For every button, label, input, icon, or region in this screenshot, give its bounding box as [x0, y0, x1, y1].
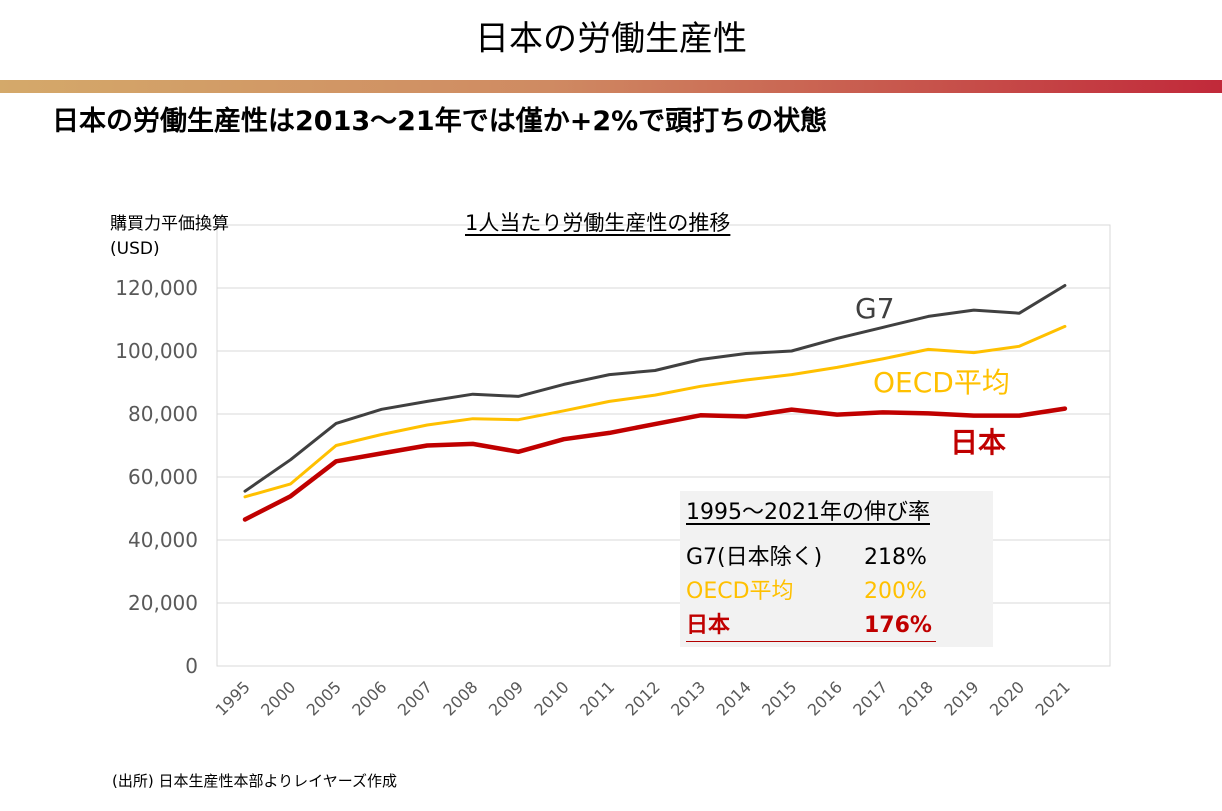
- growth-row-japan-name: 日本: [686, 613, 731, 638]
- x-tick-label: 2005: [303, 677, 345, 719]
- x-tick-label: 2020: [986, 677, 1028, 719]
- chart-title: 1人当たり労働生産性の推移: [465, 211, 731, 235]
- y-tick-label: 0: [185, 654, 198, 678]
- x-tick-label: 2012: [622, 677, 664, 719]
- growth-row-japan: 日本 176%: [686, 611, 936, 642]
- series-line-oecd: [243, 324, 1067, 499]
- series-label-g7: G7: [855, 292, 895, 325]
- y-tick-label: 120,000: [115, 276, 198, 300]
- growth-rate-box: 1995〜2021年の伸び率 G7(日本除く) 218% OECD平均 200%…: [680, 491, 993, 647]
- growth-row-japan-value: 176%: [864, 613, 932, 638]
- x-tick-label: 2019: [940, 677, 982, 719]
- x-tick-label: 2016: [804, 677, 846, 719]
- x-tick-label: 2015: [758, 677, 800, 719]
- y-tick-label: 100,000: [115, 339, 198, 363]
- y-axis-unit-line1: 購買力平価換算: [110, 214, 229, 234]
- x-tick-label: 2006: [348, 677, 390, 719]
- y-tick-label: 40,000: [128, 528, 198, 552]
- y-axis-unit: 購買力平価換算 (USD): [110, 212, 229, 262]
- x-tick-label: 2021: [1032, 677, 1074, 719]
- x-tick-label: 2018: [895, 677, 937, 719]
- x-tick-label: 2009: [485, 677, 527, 719]
- y-tick-labels: 0 20,000 40,000 60,000 80,000 100,000 120,000: [115, 276, 198, 678]
- series-label-japan: 日本: [950, 426, 1006, 459]
- series-label-oecd: OECD平均: [873, 366, 1010, 399]
- growth-row-oecd-name: OECD平均: [686, 579, 794, 604]
- source-note: (出所) 日本生産性本部よりレイヤーズ作成: [112, 772, 397, 790]
- series-lines: [242, 284, 1068, 522]
- growth-row-g7-value: 218%: [864, 545, 927, 570]
- x-tick-label: 2000: [257, 677, 299, 719]
- x-tick-label: 2013: [667, 677, 709, 719]
- x-tick-label: 2017: [849, 677, 891, 719]
- y-tick-label: 80,000: [128, 402, 198, 426]
- x-tick-label: 2014: [713, 677, 755, 719]
- y-axis-unit-line2: (USD): [110, 239, 160, 259]
- accent-bar: [0, 80, 1222, 93]
- headline: 日本の労働生産性は2013〜21年では僅か+2%で頭打ちの状態: [52, 106, 828, 137]
- growth-row-g7-name: G7(日本除く): [686, 545, 823, 570]
- page-title: 日本の労働生産性: [475, 19, 747, 59]
- growth-rate-title: 1995〜2021年の伸び率: [686, 500, 930, 525]
- x-tick-label: 2008: [439, 677, 481, 719]
- growth-row-oecd-value: 200%: [864, 579, 927, 604]
- x-tick-label: 1995: [212, 677, 254, 719]
- x-tick-label: 2007: [394, 677, 436, 719]
- x-tick-label: 2010: [530, 677, 572, 719]
- y-tick-label: 20,000: [128, 591, 198, 615]
- x-tick-labels: 1995 2000 2005 2006 2007 2008 2009 2010 2011 2012…: [212, 677, 1074, 719]
- x-tick-label: 2011: [576, 677, 618, 719]
- y-tick-label: 60,000: [128, 465, 198, 489]
